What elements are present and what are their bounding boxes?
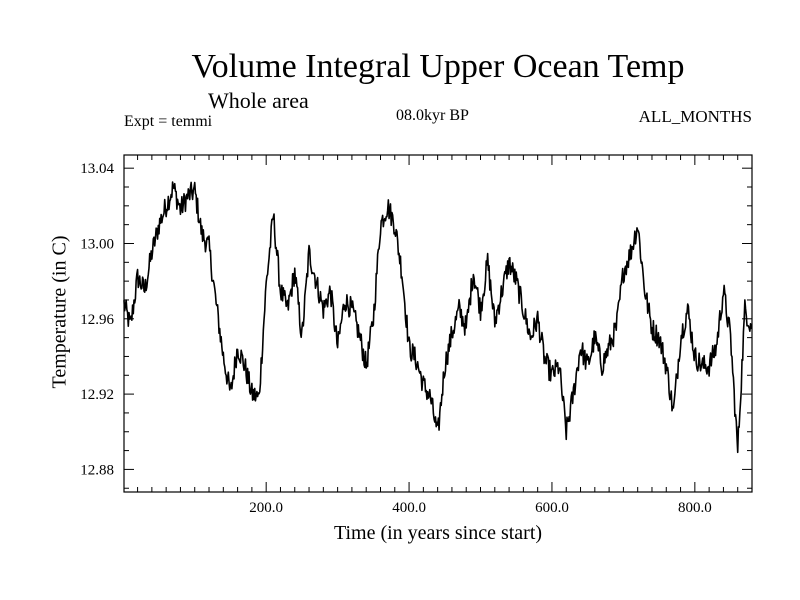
x-tick-label: 600.0 <box>535 500 569 516</box>
chart-title: Volume Integral Upper Ocean Temp <box>191 48 685 85</box>
months-label: ALL_MONTHS <box>638 107 752 126</box>
x-tick-label: 400.0 <box>392 500 426 516</box>
x-axis-label: Time (in years since start) <box>333 522 543 544</box>
x-tick-label: 200.0 <box>249 500 283 516</box>
chart-subtitle: Whole area <box>208 88 309 113</box>
experiment-label: Expt = temmi <box>124 113 213 130</box>
y-tick-label: 12.88 <box>80 462 114 478</box>
x-tick-label: 800.0 <box>678 500 712 516</box>
y-tick-label: 13.00 <box>80 236 114 252</box>
y-axis-label: Temperature (in C) <box>48 235 71 389</box>
y-tick-label: 12.96 <box>80 312 114 328</box>
axis-tick-labels: 200.0 400.0 600.0 800.0 12.88 12.92 12.96 13.00… <box>80 161 711 516</box>
y-tick-label: 12.92 <box>80 387 114 403</box>
y-tick-label: 13.04 <box>80 161 114 177</box>
temperature-series-line <box>123 181 753 454</box>
axis-ticks <box>124 155 752 492</box>
period-label: 08.0kyr BP <box>396 107 469 124</box>
